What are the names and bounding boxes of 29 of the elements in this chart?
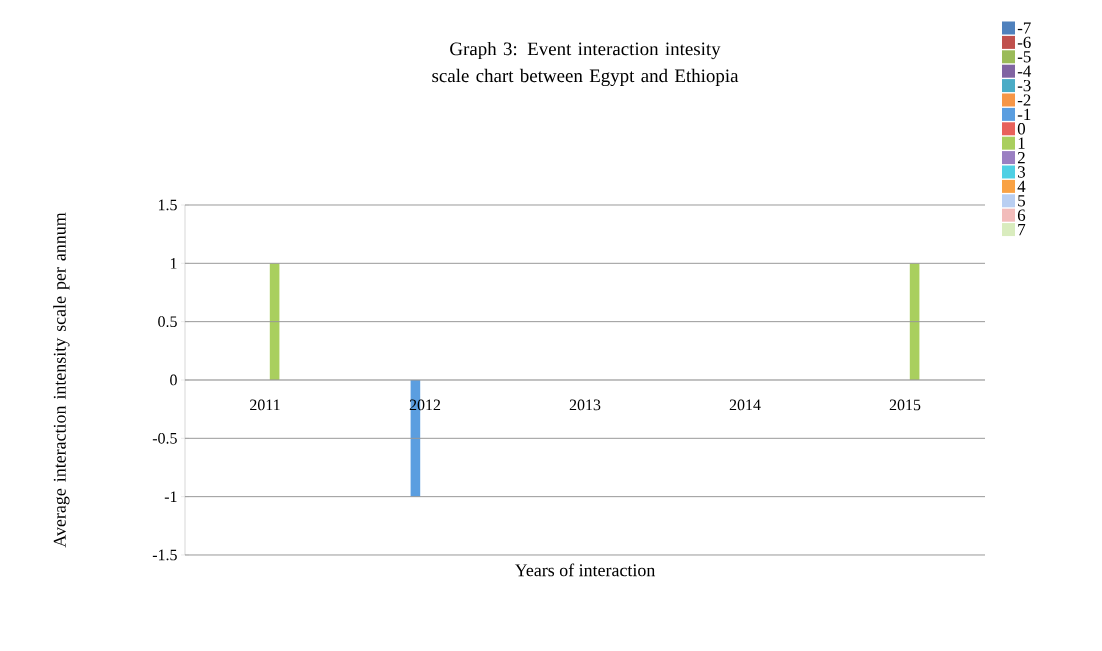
legend-label: 4 (1017, 180, 1026, 192)
x-tick-label: 2015 (889, 399, 921, 411)
legend-label: 3 (1018, 166, 1026, 178)
chart-title: Graph 3: Event interaction intesity scale chart between Egypt and Ethiopia (432, 41, 739, 87)
x-tick-label: 2013 (569, 399, 601, 411)
y-tick-label: 1 (170, 258, 177, 269)
legend-label: -5 (1017, 51, 1031, 63)
y-axis-title: Average interaction intensity scale per annum (53, 212, 70, 548)
legend-label: 0 (1017, 123, 1026, 135)
legend-label: -7 (1017, 22, 1031, 34)
legend-label: 6 (1017, 209, 1026, 221)
legend-label: -2 (1017, 94, 1031, 106)
legend-label: -1 (1017, 108, 1031, 120)
x-axis-title: Years of interaction (514, 563, 656, 577)
y-tick-label: -1 (164, 491, 177, 502)
legend-label: 7 (1018, 224, 1026, 236)
legend-label: -3 (1017, 79, 1031, 92)
legend-label: 5 (1018, 195, 1026, 207)
y-tick-label: 1.5 (158, 199, 177, 211)
legend-label: 2 (1017, 151, 1025, 164)
y-tick-label: 0 (170, 374, 177, 386)
legend-label: -6 (1017, 36, 1031, 49)
y-tick-label: -1.5 (152, 549, 177, 561)
y-tick-label: -0.5 (152, 432, 177, 444)
y-tick-label: 0.5 (158, 316, 177, 328)
legend-label: -4 (1017, 65, 1032, 77)
x-tick-label: 2011 (250, 399, 280, 411)
legend-label: 1 (1018, 137, 1025, 149)
x-tick-label: 2014 (729, 399, 761, 411)
